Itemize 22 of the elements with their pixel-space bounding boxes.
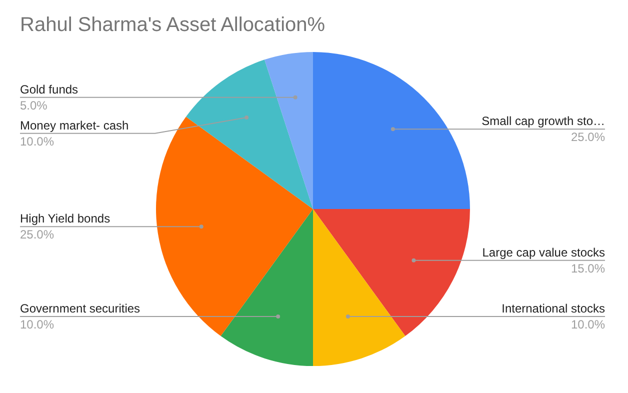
slice-label: High Yield bonds (20, 212, 110, 226)
pie-slice (264, 52, 313, 209)
pie-slice (220, 209, 313, 366)
slice-label: Small cap growth sto… (482, 114, 605, 128)
pie-slice (186, 60, 313, 209)
pie-slice (313, 209, 406, 366)
pie-slice (313, 209, 470, 336)
slice-label: Money market- cash (20, 118, 129, 132)
data-label: 10.0% (20, 134, 54, 148)
chart-title: Rahul Sharma's Asset Allocation% (20, 14, 326, 36)
data-label: 25.0% (570, 130, 606, 144)
slice-label: Large cap value stocks (482, 245, 605, 260)
data-label: 5.0% (20, 98, 48, 112)
slice-label: Gold funds (20, 82, 78, 96)
pie-slice (313, 52, 470, 209)
data-label: 25.0% (20, 228, 54, 242)
data-label: 15.0% (570, 261, 606, 276)
slice-label: Government securities (20, 302, 140, 316)
pie-slice (156, 116, 313, 336)
data-label: 10.0% (570, 318, 606, 332)
data-label: 10.0% (20, 318, 54, 332)
slice-label: International stocks (502, 302, 605, 316)
